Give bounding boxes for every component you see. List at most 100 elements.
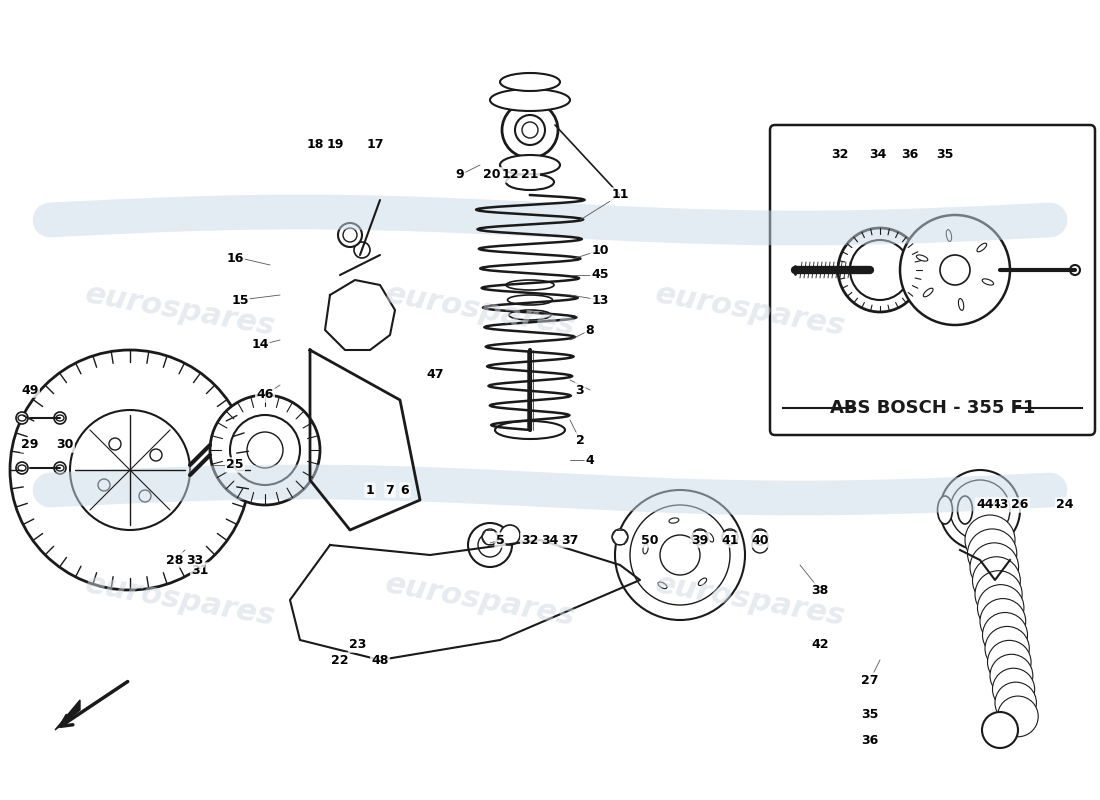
Text: 44: 44 xyxy=(977,498,993,511)
Circle shape xyxy=(838,228,922,312)
Circle shape xyxy=(10,350,250,590)
Circle shape xyxy=(996,682,1036,723)
Text: 17: 17 xyxy=(366,138,384,151)
Circle shape xyxy=(70,410,190,530)
Text: 37: 37 xyxy=(561,534,579,546)
Text: 28: 28 xyxy=(166,554,184,566)
Circle shape xyxy=(692,529,708,545)
Ellipse shape xyxy=(982,279,993,285)
Text: 30: 30 xyxy=(56,438,74,451)
Ellipse shape xyxy=(495,421,565,439)
Text: 24: 24 xyxy=(1056,498,1074,511)
Text: 36: 36 xyxy=(901,149,918,162)
Circle shape xyxy=(692,537,708,553)
Text: 2: 2 xyxy=(575,434,584,446)
Circle shape xyxy=(990,654,1033,697)
Circle shape xyxy=(343,228,358,242)
Text: 34: 34 xyxy=(869,149,887,162)
Text: 5: 5 xyxy=(496,534,505,546)
Ellipse shape xyxy=(18,465,26,471)
Text: ABS BOSCH - 355 F1: ABS BOSCH - 355 F1 xyxy=(829,399,1035,417)
Circle shape xyxy=(982,613,1027,658)
Text: 35: 35 xyxy=(936,149,954,162)
Ellipse shape xyxy=(937,496,953,524)
Text: 4: 4 xyxy=(585,454,594,466)
Circle shape xyxy=(630,505,730,605)
Text: 34: 34 xyxy=(541,534,559,546)
Text: 46: 46 xyxy=(256,389,274,402)
Ellipse shape xyxy=(707,533,714,542)
Text: 47: 47 xyxy=(427,369,443,382)
Circle shape xyxy=(626,531,654,559)
Text: 19: 19 xyxy=(327,138,343,151)
Circle shape xyxy=(338,223,362,247)
Text: 20: 20 xyxy=(483,169,500,182)
Text: eurospares: eurospares xyxy=(82,279,277,341)
Circle shape xyxy=(502,102,558,158)
Ellipse shape xyxy=(56,465,64,471)
Text: eurospares: eurospares xyxy=(383,279,578,341)
Ellipse shape xyxy=(507,295,552,305)
Circle shape xyxy=(500,525,520,545)
Text: 35: 35 xyxy=(861,709,879,722)
Circle shape xyxy=(16,462,28,474)
Text: 50: 50 xyxy=(641,534,659,546)
Circle shape xyxy=(850,240,910,300)
Ellipse shape xyxy=(509,310,551,320)
Text: 21: 21 xyxy=(521,169,539,182)
Text: 27: 27 xyxy=(861,674,879,686)
Circle shape xyxy=(612,529,628,545)
Circle shape xyxy=(965,515,1015,565)
Text: 14: 14 xyxy=(251,338,268,351)
Ellipse shape xyxy=(658,582,667,589)
Text: 1: 1 xyxy=(365,483,374,497)
Circle shape xyxy=(109,438,121,450)
Text: 38: 38 xyxy=(812,583,828,597)
Text: 36: 36 xyxy=(861,734,879,746)
Text: 25: 25 xyxy=(227,458,244,471)
Text: eurospares: eurospares xyxy=(82,569,277,631)
Circle shape xyxy=(980,598,1025,644)
Text: 43: 43 xyxy=(991,498,1009,511)
FancyBboxPatch shape xyxy=(770,125,1094,435)
Circle shape xyxy=(970,543,1019,591)
Text: eurospares: eurospares xyxy=(652,279,847,341)
Text: 33: 33 xyxy=(186,554,204,566)
Polygon shape xyxy=(55,700,80,730)
Circle shape xyxy=(248,432,283,468)
Circle shape xyxy=(478,533,502,557)
Circle shape xyxy=(98,479,110,491)
Circle shape xyxy=(978,585,1024,631)
Circle shape xyxy=(940,470,1020,550)
Text: 23: 23 xyxy=(350,638,366,651)
Circle shape xyxy=(722,529,738,545)
Text: 6: 6 xyxy=(400,483,409,497)
Ellipse shape xyxy=(506,174,554,190)
Circle shape xyxy=(950,480,1010,540)
Circle shape xyxy=(660,535,700,575)
Text: eurospares: eurospares xyxy=(383,569,578,631)
Text: 49: 49 xyxy=(21,383,38,397)
Ellipse shape xyxy=(18,415,26,421)
Text: 32: 32 xyxy=(832,149,849,162)
Circle shape xyxy=(752,537,768,553)
Ellipse shape xyxy=(957,496,972,524)
Circle shape xyxy=(16,412,28,424)
Text: 9: 9 xyxy=(455,169,464,182)
Circle shape xyxy=(975,570,1022,618)
Text: 13: 13 xyxy=(592,294,608,306)
Text: 32: 32 xyxy=(521,534,539,546)
Ellipse shape xyxy=(916,255,927,261)
Ellipse shape xyxy=(642,544,648,554)
Text: 45: 45 xyxy=(592,269,608,282)
Circle shape xyxy=(968,529,1016,578)
Circle shape xyxy=(984,626,1030,670)
Text: 18: 18 xyxy=(306,138,323,151)
Ellipse shape xyxy=(506,280,554,290)
Text: 7: 7 xyxy=(386,483,395,497)
Text: 22: 22 xyxy=(331,654,349,666)
Circle shape xyxy=(988,640,1031,684)
Text: 29: 29 xyxy=(21,438,38,451)
Ellipse shape xyxy=(490,89,570,111)
Circle shape xyxy=(230,415,300,485)
